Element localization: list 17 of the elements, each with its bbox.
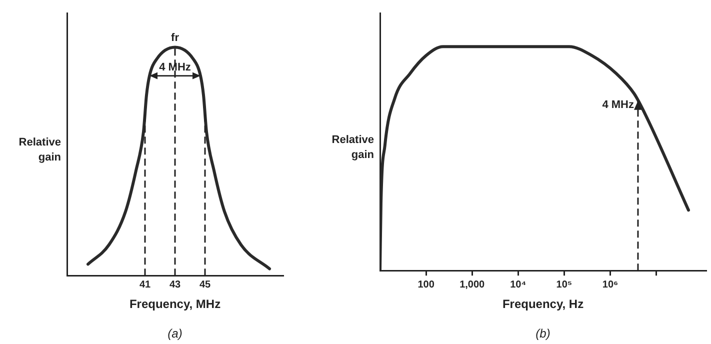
x-tick-label: 43 [169,279,181,290]
text: (a) [168,326,182,340]
x-tick-label: 41 [139,279,151,290]
y-axis-title: Relative gain [332,134,374,161]
annotation: 4 MHz [159,61,192,74]
text: (b) [536,326,550,340]
x-tick-label: 100 [418,279,435,290]
x-tick-label: 10⁵ [556,279,572,290]
x-tick-label: 10⁶ [602,279,618,290]
x-tick-label: 10⁴ [510,279,526,290]
x-axis-title: Frequency, MHz [129,297,221,312]
annotation: fr [171,32,180,44]
ref-line-label: 4 MHz [602,98,634,111]
x-tick-label: 45 [199,279,211,290]
x-tick-label: 1,000 [460,279,486,290]
y-axis-title: Relative gain [18,136,62,164]
x-axis-title: Frequency, Hz [502,297,584,312]
